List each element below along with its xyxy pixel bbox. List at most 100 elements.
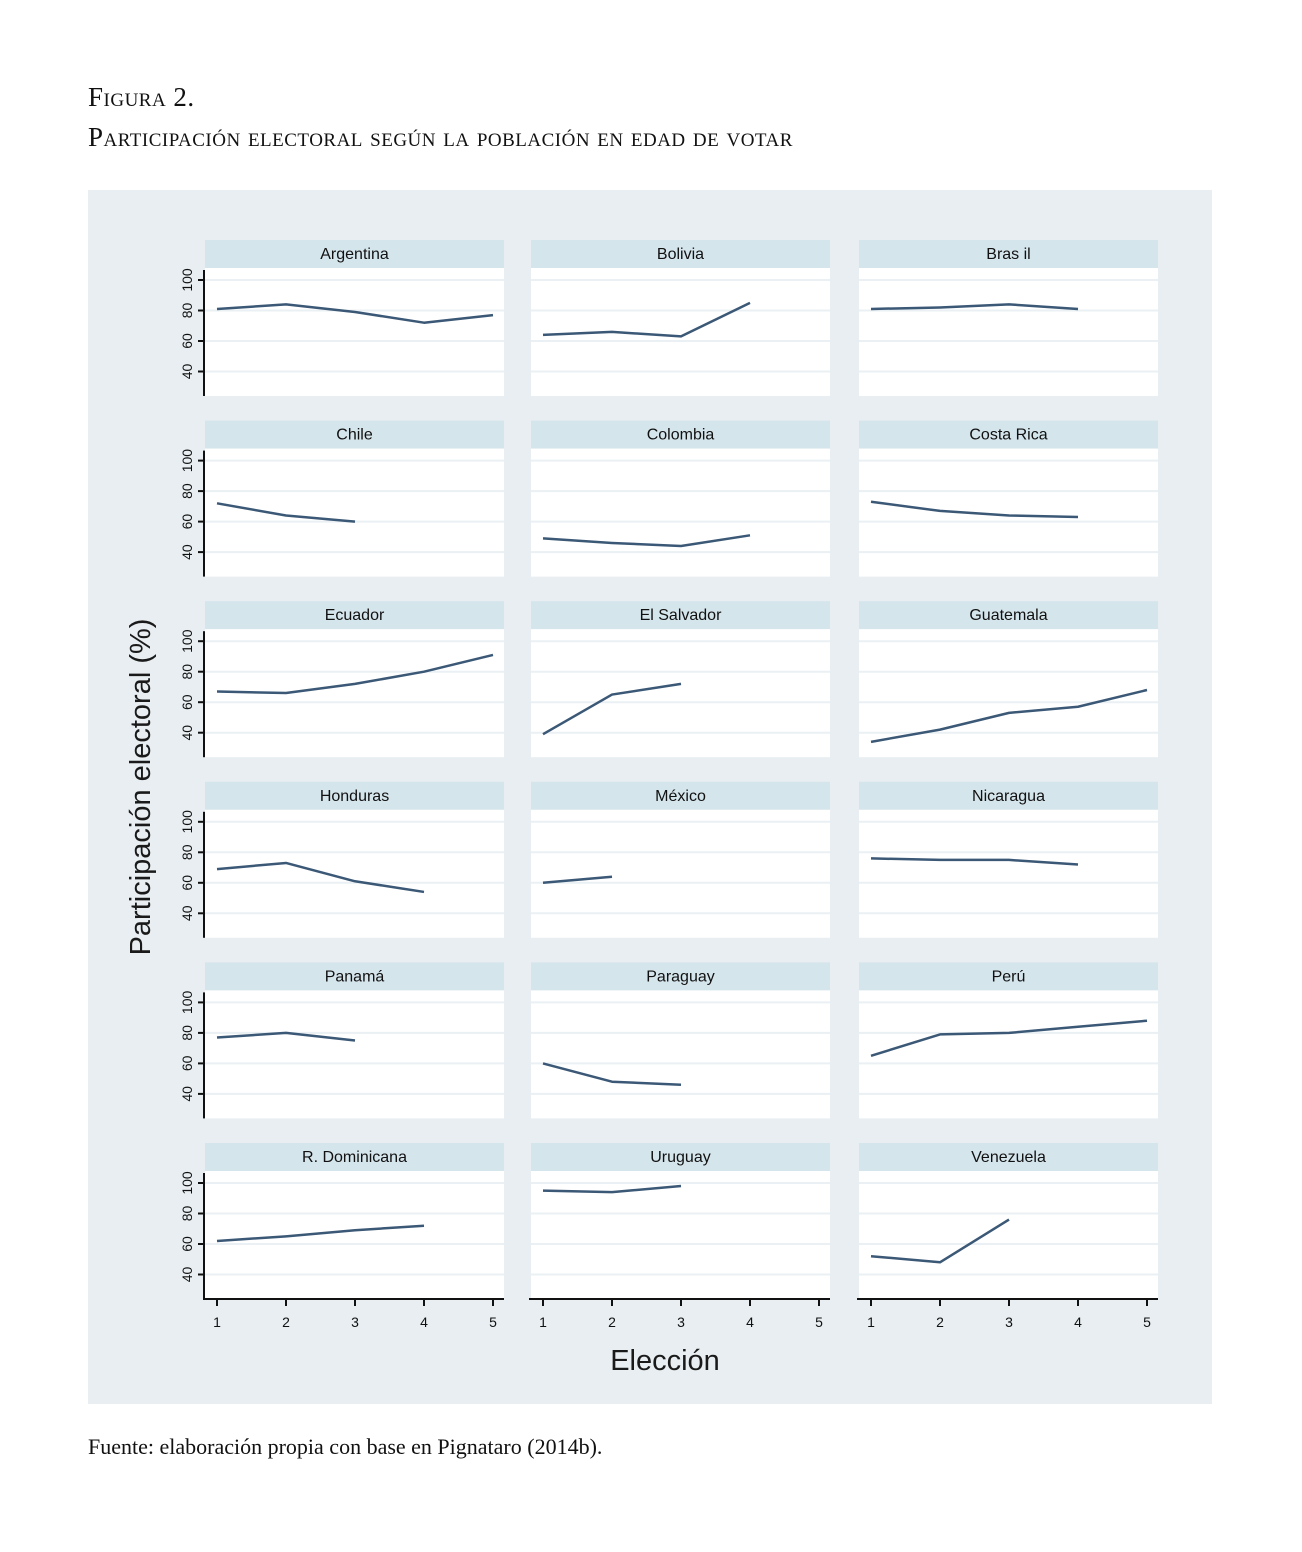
y-tick-label: 60 xyxy=(179,875,195,891)
panel-title: Guatemala xyxy=(969,607,1047,624)
y-tick-label: 60 xyxy=(179,1055,195,1071)
y-tick-label: 80 xyxy=(179,664,195,680)
x-tick-label: 3 xyxy=(677,1314,685,1330)
x-tick-label: 3 xyxy=(351,1314,359,1330)
panel-title: Perú xyxy=(992,968,1026,985)
y-tick-label: 40 xyxy=(179,1267,195,1283)
plot-area xyxy=(205,268,504,396)
panel-header xyxy=(531,240,830,268)
y-tick-label: 80 xyxy=(179,483,195,499)
panel-header xyxy=(205,240,504,268)
series-line xyxy=(870,500,1079,519)
y-tick-label: 100 xyxy=(179,1171,195,1195)
panel-header xyxy=(205,1143,504,1171)
panel-title: Panamá xyxy=(325,968,385,985)
series-line xyxy=(542,301,751,338)
x-tick-label: 3 xyxy=(1005,1314,1013,1330)
series-line xyxy=(216,1224,425,1243)
x-tick-label: 5 xyxy=(1143,1314,1151,1330)
panel-title: Bolivia xyxy=(657,246,704,263)
panel-honduras: Honduras 40 60 80 100 xyxy=(179,781,504,938)
series-line xyxy=(870,303,1079,311)
y-axis-label: Participación electoral (%) xyxy=(125,619,157,956)
panel-header xyxy=(859,962,1158,991)
panel-header xyxy=(531,1143,830,1171)
plot-area xyxy=(531,990,830,1119)
y-tick-label: 40 xyxy=(179,1086,195,1102)
panel-ecuador: Ecuador 40 60 80 100 xyxy=(179,601,504,758)
panel-venezuela: Venezuela 1 2 3 4 5 xyxy=(857,1143,1158,1330)
series-line xyxy=(542,534,751,548)
panel-header xyxy=(531,962,830,991)
panel-title: Argentina xyxy=(320,246,389,263)
y-tick-label: 40 xyxy=(179,725,195,741)
panel-title: Venezuela xyxy=(971,1149,1046,1166)
panel-header xyxy=(859,240,1158,268)
panel-title: Ecuador xyxy=(325,607,385,624)
x-tick-label: 4 xyxy=(1074,1314,1082,1330)
figure-label: Figura 2. xyxy=(88,82,195,112)
panel-guatemala: Guatemala xyxy=(859,601,1158,758)
panel-chile: Chile 40 60 80 100 xyxy=(179,420,504,577)
plot-area xyxy=(205,809,504,938)
plot-area xyxy=(531,448,830,577)
panel-m-xico: México xyxy=(531,781,830,938)
series-line xyxy=(870,857,1079,866)
x-tick-label: 2 xyxy=(282,1314,290,1330)
plot-area xyxy=(859,990,1158,1119)
x-tick-label: 4 xyxy=(420,1314,428,1330)
panel-header xyxy=(205,420,504,449)
panel-title: México xyxy=(655,788,706,805)
plot-area xyxy=(531,268,830,396)
panel-bolivia: Bolivia xyxy=(531,240,830,396)
panel-header xyxy=(859,420,1158,449)
panel-colombia: Colombia xyxy=(531,420,830,577)
plot-area xyxy=(531,629,830,758)
panel-header xyxy=(205,781,504,810)
panel-title: Uruguay xyxy=(650,1149,710,1166)
panel-paraguay: Paraguay xyxy=(531,962,830,1119)
x-tick-label: 5 xyxy=(815,1314,823,1330)
panel-title: Costa Rica xyxy=(969,427,1047,444)
panel-header xyxy=(205,601,504,630)
panel-header xyxy=(531,781,830,810)
x-tick-label: 1 xyxy=(213,1314,221,1330)
panel-costa-rica: Costa Rica xyxy=(859,420,1158,577)
plot-area xyxy=(859,809,1158,938)
y-tick-label: 100 xyxy=(179,629,195,653)
panel-title: El Salvador xyxy=(640,607,722,624)
panel-title: Honduras xyxy=(320,788,389,805)
source-note: Fuente: elaboración propia con base en P… xyxy=(88,1434,603,1459)
plot-area xyxy=(859,448,1158,577)
figure-title: Participación electoral según la poblaci… xyxy=(88,122,793,152)
series-line xyxy=(542,875,613,885)
y-tick-label: 40 xyxy=(179,544,195,560)
panel-header xyxy=(531,601,830,630)
panel-title: Bras il xyxy=(986,246,1030,263)
plot-area xyxy=(859,1171,1158,1299)
y-tick-label: 100 xyxy=(179,268,195,292)
panel-argentina: Argentina 40 60 80 100 xyxy=(179,240,504,396)
y-tick-label: 60 xyxy=(179,514,195,530)
plot-area xyxy=(205,448,504,577)
series-line xyxy=(216,861,425,894)
plot-area xyxy=(859,268,1158,396)
x-tick-label: 1 xyxy=(539,1314,547,1330)
x-tick-label: 2 xyxy=(608,1314,616,1330)
y-tick-label: 100 xyxy=(179,991,195,1015)
x-tick-label: 5 xyxy=(489,1314,497,1330)
y-tick-label: 100 xyxy=(179,449,195,473)
x-tick-label: 2 xyxy=(936,1314,944,1330)
panel-header xyxy=(205,962,504,991)
panel-title: Paraguay xyxy=(646,968,715,985)
panel-nicaragua: Nicaragua xyxy=(859,781,1158,938)
y-tick-label: 100 xyxy=(179,810,195,834)
y-tick-label: 60 xyxy=(179,333,195,349)
panel-bras-il: Bras il xyxy=(859,240,1158,396)
plot-area xyxy=(859,629,1158,758)
panel-panam-: Panamá 40 60 80 100 xyxy=(179,962,504,1119)
panel-el-salvador: El Salvador xyxy=(531,601,830,758)
panel-title: R. Dominicana xyxy=(302,1149,407,1166)
panel-per-: Perú xyxy=(859,962,1158,1119)
